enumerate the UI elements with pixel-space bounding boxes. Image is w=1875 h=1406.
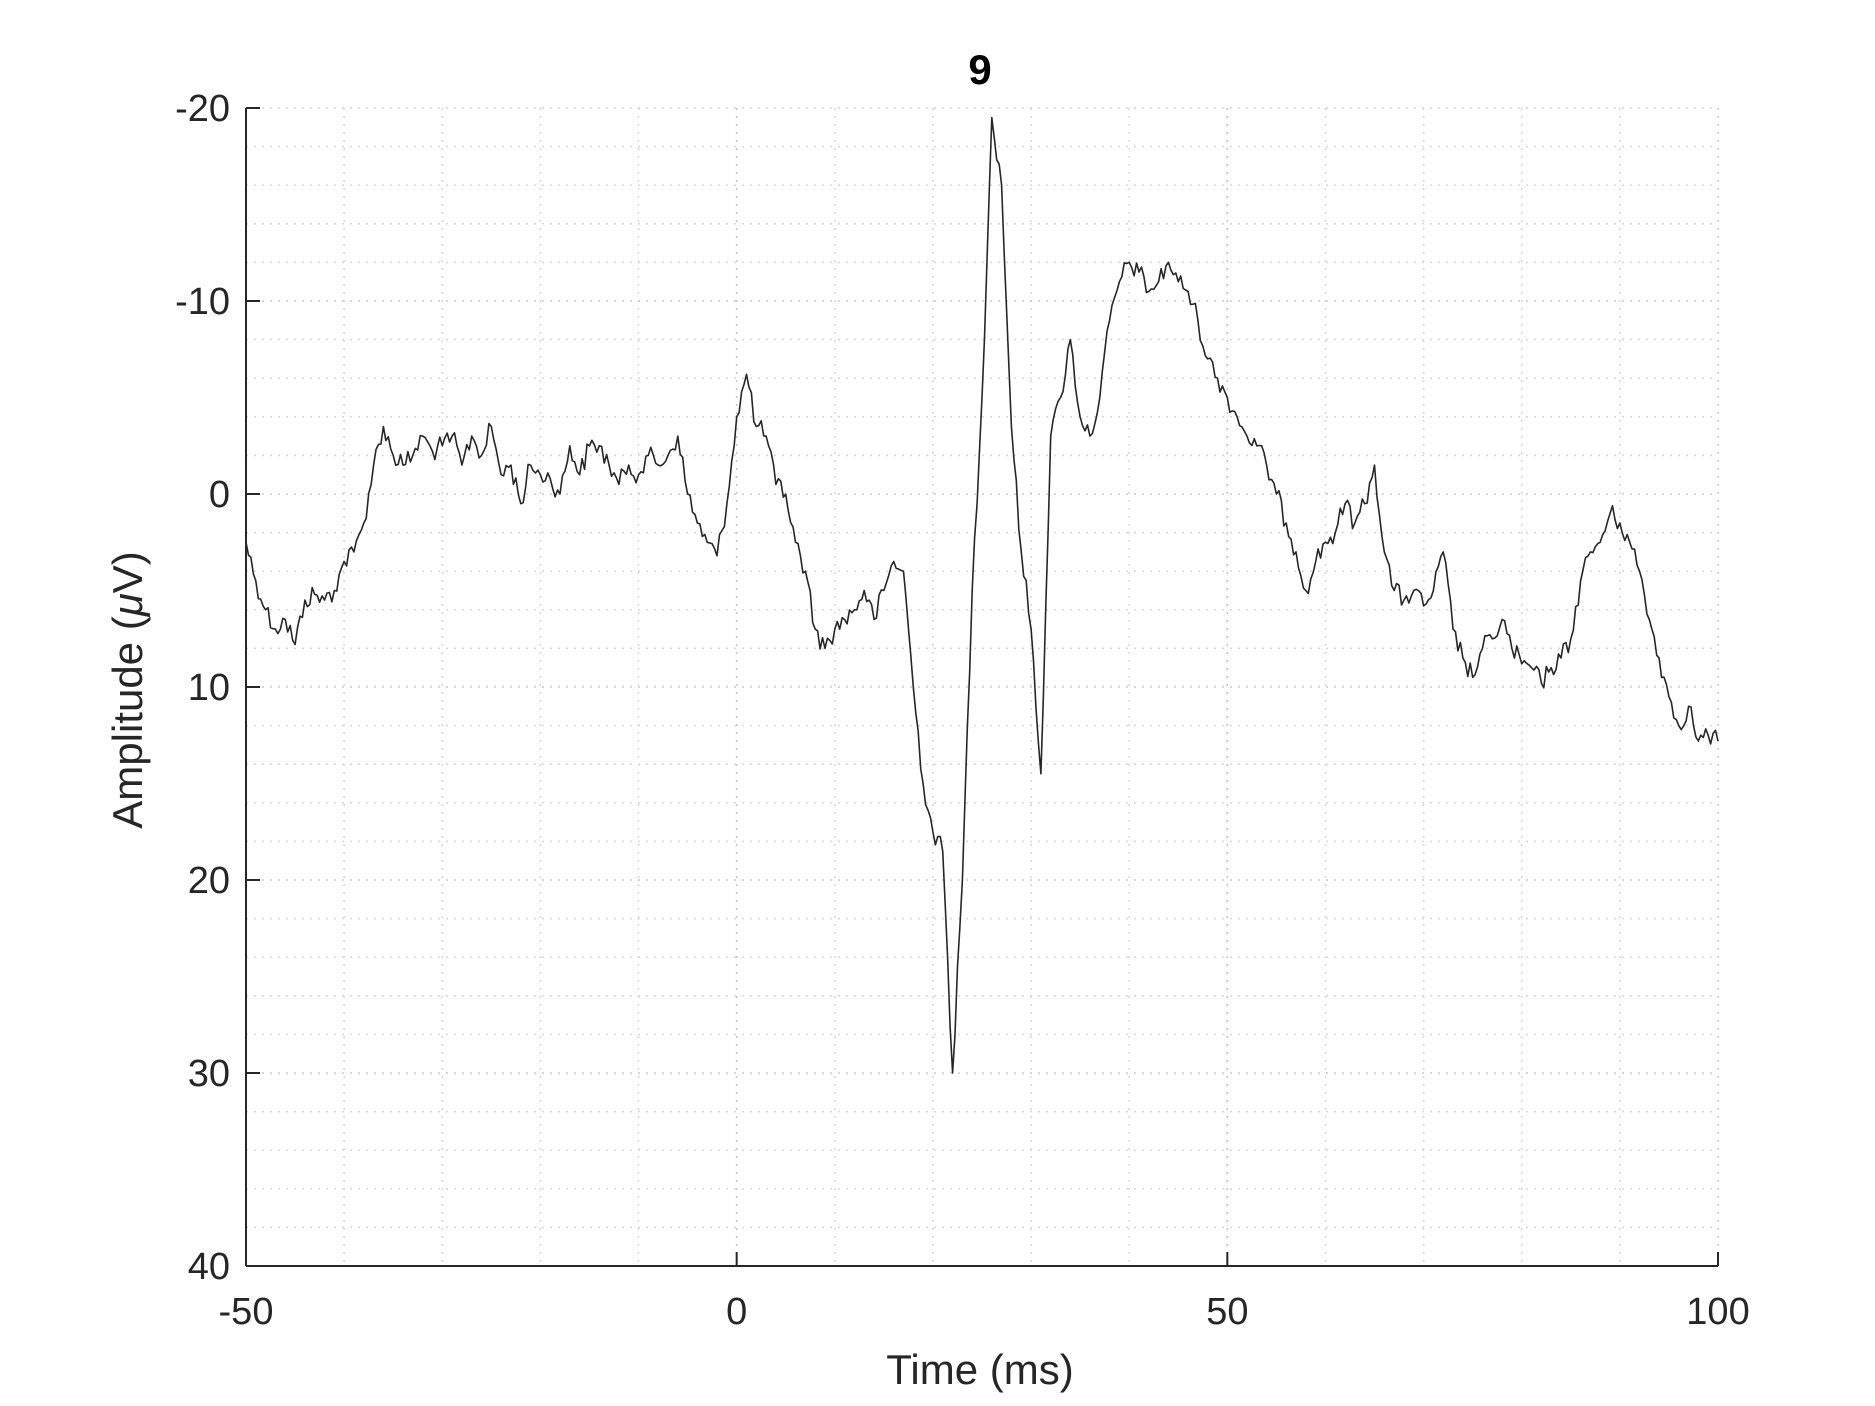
chart-title: 9 xyxy=(968,46,991,93)
y-tick-label: 10 xyxy=(188,667,230,709)
y-tick-label: 0 xyxy=(209,474,230,516)
y-tick-label: 20 xyxy=(188,860,230,902)
y-axis-title: Amplitude (μV) xyxy=(104,551,151,828)
series-line xyxy=(245,116,1719,1074)
y-axis-title-suffix: V) xyxy=(104,551,151,593)
y-axis-title-mu: μ xyxy=(104,593,151,617)
y-tick-label: 30 xyxy=(188,1053,230,1095)
y-tick-label: -20 xyxy=(175,88,230,130)
x-tick-label: 0 xyxy=(726,1291,747,1333)
y-tick-label: -10 xyxy=(175,281,230,323)
axes xyxy=(245,107,1719,1267)
y-tick-label: 40 xyxy=(188,1246,230,1288)
x-tick-label: 50 xyxy=(1206,1291,1248,1333)
x-tick-label: -50 xyxy=(219,1291,274,1333)
y-axis-title-prefix: Amplitude ( xyxy=(104,616,151,828)
grid xyxy=(246,107,1719,1266)
tick-labels: -50 0 50 100 -20 -10 0 10 20 30 40 xyxy=(175,88,1750,1333)
x-axis-title: Time (ms) xyxy=(886,1346,1073,1393)
x-tick-label: 100 xyxy=(1686,1291,1749,1333)
